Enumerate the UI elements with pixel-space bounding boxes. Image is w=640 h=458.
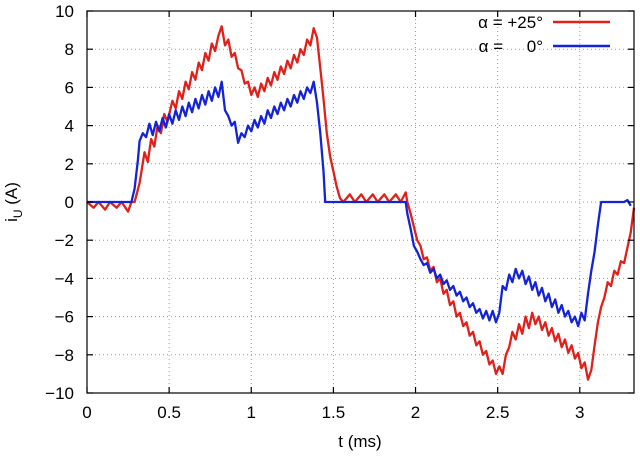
x-tick-label: 1: [247, 403, 256, 422]
legend: α = +25° α = 0°: [478, 13, 610, 56]
y-axis-label-main: i: [2, 218, 21, 222]
series-line-2: [87, 80, 632, 328]
y-axis-label: iU (A): [2, 182, 25, 222]
y-tick-label: 2: [65, 155, 74, 174]
y-tick-label: −4: [55, 269, 74, 288]
y-tick-label: 0: [65, 193, 74, 212]
y-tick-label: −6: [55, 308, 74, 327]
legend-label-series-1: α = +25°: [478, 13, 543, 32]
series-lines: [86, 25, 636, 381]
y-tick-label: −10: [45, 384, 74, 403]
y-tick-label: −2: [55, 231, 74, 250]
x-tick-label: 2: [411, 403, 420, 422]
x-tick-label: 1.5: [322, 403, 346, 422]
x-tick-label: 3: [575, 403, 584, 422]
y-axis-label-suffix: (A): [2, 182, 21, 209]
y-tick-label: 10: [55, 2, 74, 21]
series-line-1: [86, 25, 636, 381]
legend-label-series-2: α = 0°: [479, 37, 543, 56]
y-tick-label: 6: [65, 78, 74, 97]
y-tick-label: −8: [55, 346, 74, 365]
x-tick-label: 0: [82, 403, 91, 422]
y-axis-label-sub: U: [11, 209, 25, 218]
y-tick-label: 4: [65, 117, 74, 136]
axis-ticks: [86, 10, 634, 394]
x-tick-label: 0.5: [157, 403, 181, 422]
x-tick-label: 2.5: [486, 403, 510, 422]
x-axis-label: t (ms): [338, 432, 381, 451]
y-tick-labels: −10 −8 −6 −4 −2 0 2 4 6 8 10: [45, 2, 74, 403]
y-tick-label: 8: [65, 40, 74, 59]
x-tick-labels: 0 0.5 1 1.5 2 2.5 3: [82, 403, 584, 422]
